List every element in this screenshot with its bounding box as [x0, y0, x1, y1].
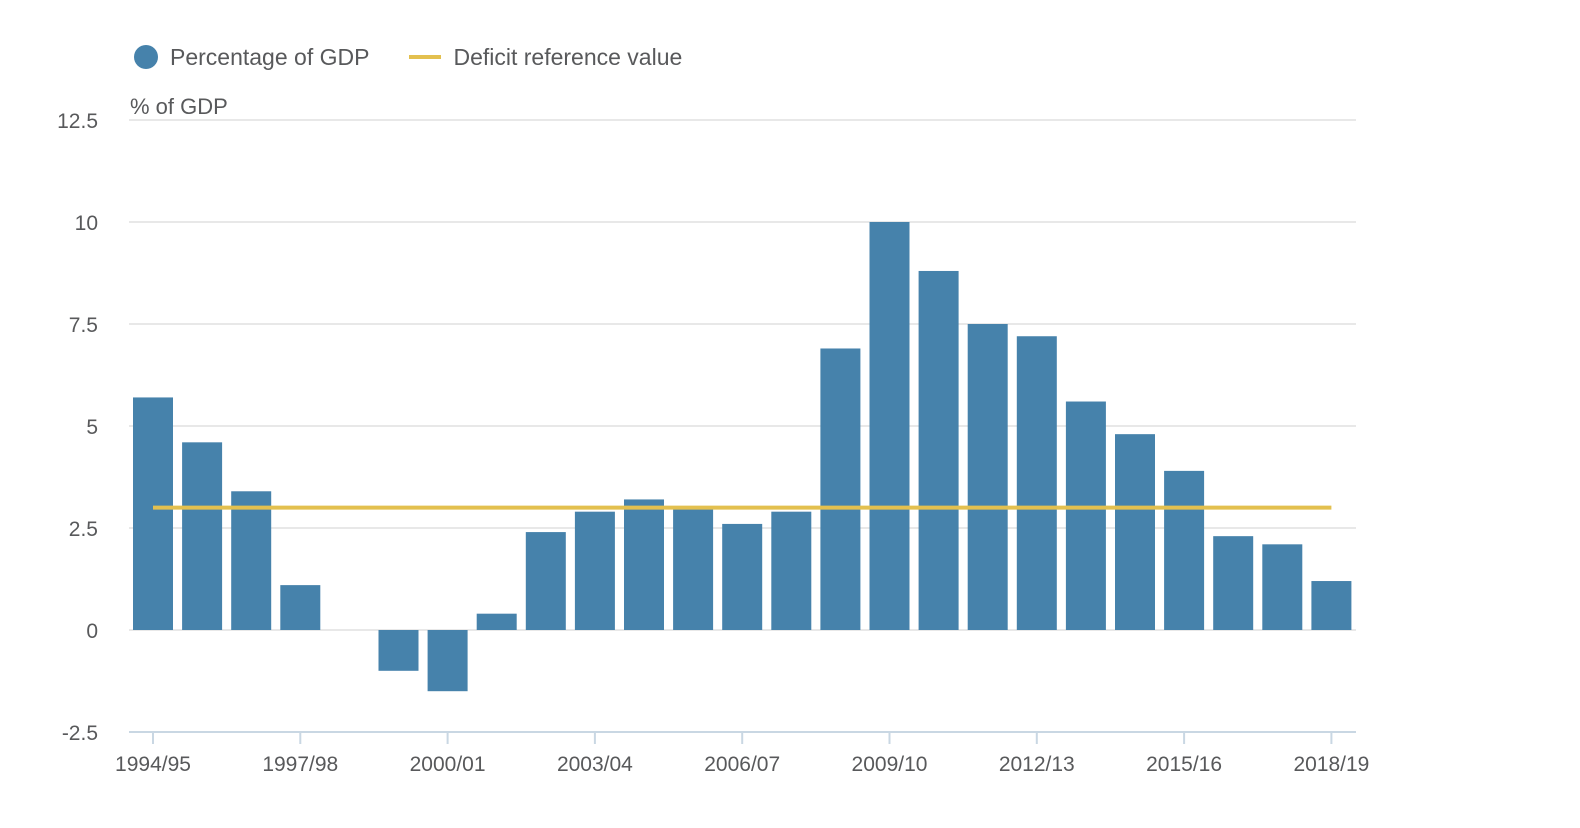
y-tick-label: 7.5: [69, 314, 98, 337]
x-tick-label: 2012/13: [999, 753, 1075, 776]
x-tick-label: 2003/04: [557, 753, 633, 776]
legend-label-percentage-of-gdp: Percentage of GDP: [170, 43, 370, 70]
bar: [1115, 434, 1155, 630]
y-tick-label: 2.5: [69, 518, 98, 541]
y-axis-title: % of GDP: [130, 94, 228, 119]
legend-item-percentage-of-gdp[interactable]: Percentage of GDP: [134, 44, 369, 71]
bar: [771, 511, 812, 630]
y-tick-label: 10: [75, 212, 98, 235]
x-tick-label: 2006/07: [704, 753, 780, 776]
bar: [869, 222, 910, 630]
y-axis-ticks: 12.5 10 7.5 5 2.5 0 -2.5: [57, 110, 98, 745]
bar: [918, 270, 959, 630]
bar: [574, 511, 615, 630]
bar: [1311, 581, 1352, 630]
x-axis-ticks: 1994/95 1997/98 2000/01 2003/04 2006/07 2009/…: [115, 732, 1369, 776]
bar: [1016, 336, 1057, 630]
x-tick-label: 2015/16: [1146, 753, 1222, 776]
bar: [1164, 470, 1205, 630]
bar: [378, 630, 419, 671]
bar: [231, 491, 272, 630]
bar: [820, 348, 861, 630]
bar: [1262, 544, 1303, 630]
legend: Percentage of GDP Deficit reference valu…: [134, 40, 682, 74]
x-tick-label: 1997/98: [262, 753, 338, 776]
y-tick-label: -2.5: [62, 722, 98, 745]
y-tick-label: 12.5: [57, 110, 98, 133]
bar: [133, 397, 173, 630]
bar: [427, 630, 468, 692]
x-tick-label: 1994/95: [115, 753, 191, 776]
x-tick-label: 2009/10: [852, 753, 928, 776]
y-tick-label: 5: [86, 416, 98, 439]
bar: [280, 585, 321, 630]
bar: [525, 532, 566, 630]
legend-line-icon: [409, 55, 442, 59]
bars: [133, 222, 1352, 692]
x-tick-label: 2000/01: [410, 753, 486, 776]
x-tick-label: 2018/19: [1293, 753, 1369, 776]
legend-item-deficit-reference[interactable]: Deficit reference value: [409, 44, 682, 71]
y-tick-label: 0: [86, 620, 98, 643]
bar: [673, 507, 714, 630]
bar: [1213, 536, 1254, 630]
bar: [1065, 401, 1106, 630]
bar: [967, 324, 1008, 630]
bar: [182, 442, 223, 630]
bar: [476, 613, 517, 630]
legend-label-deficit-reference: Deficit reference value: [453, 43, 683, 70]
legend-circle-icon: [134, 45, 158, 69]
bar: [624, 499, 664, 630]
bar: [722, 523, 763, 630]
